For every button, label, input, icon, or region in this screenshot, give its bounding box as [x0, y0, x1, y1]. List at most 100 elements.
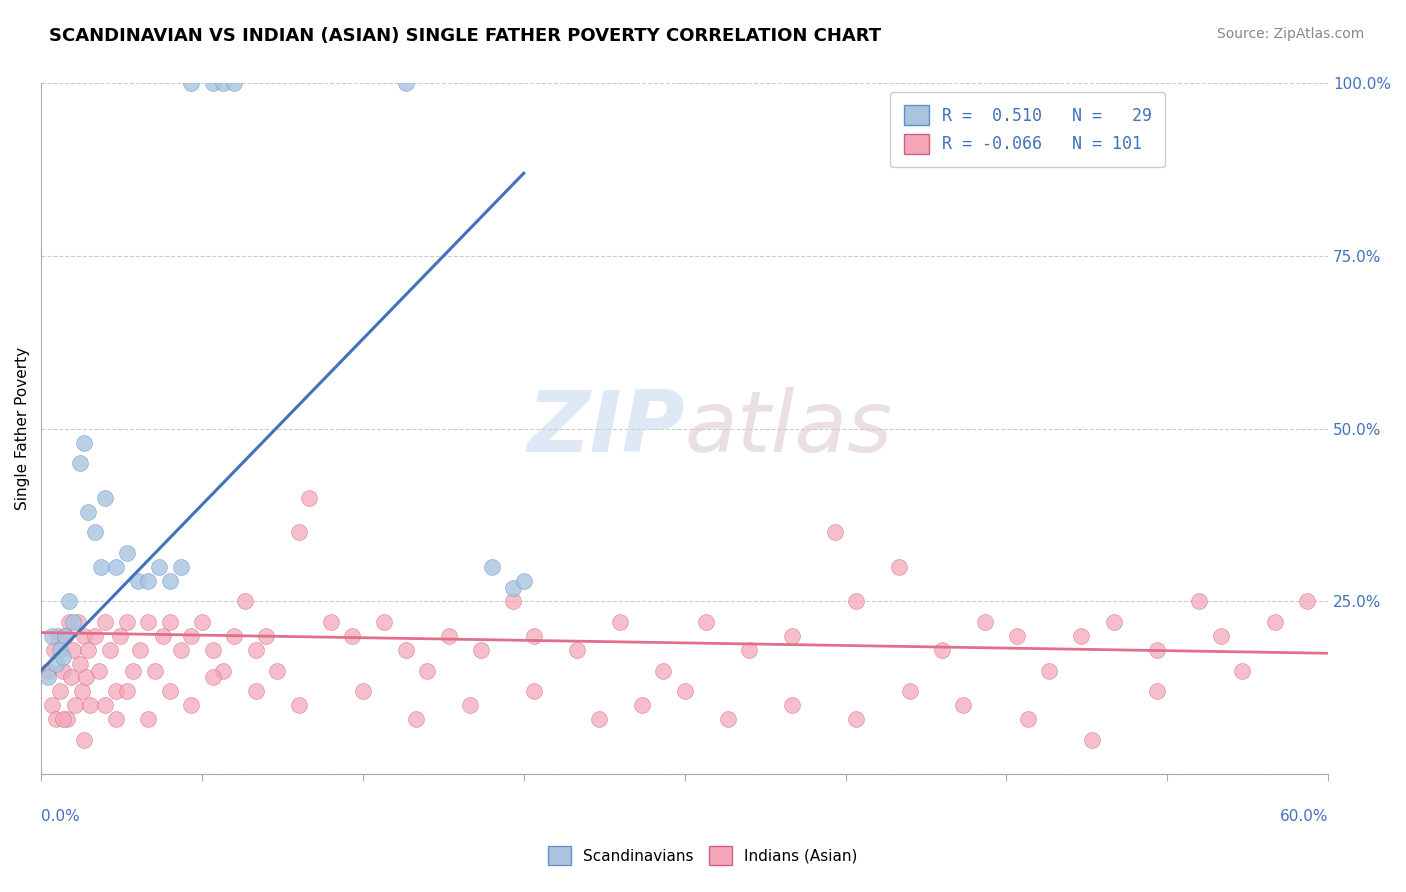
Point [105, 560, 128, 574]
Point [70, 684, 93, 698]
Text: 60.0%: 60.0% [1279, 809, 1329, 823]
Point [159, 684, 181, 698]
Point [75, 670, 97, 684]
Point [41, 698, 63, 712]
Point [115, 615, 138, 630]
Point [42, 642, 65, 657]
Point [87, 664, 110, 678]
Point [952, 698, 974, 712]
Point [37, 670, 59, 684]
Point [148, 560, 170, 574]
Point [62, 615, 84, 630]
Point [49, 684, 72, 698]
Point [652, 664, 675, 678]
Point [974, 615, 997, 630]
Point [395, 77, 418, 91]
Point [1102, 615, 1125, 630]
Point [523, 629, 546, 643]
Point [51, 664, 73, 678]
Point [673, 684, 696, 698]
Point [373, 615, 395, 630]
Point [395, 642, 418, 657]
Point [73, 629, 96, 643]
Point [1038, 664, 1060, 678]
Point [45, 712, 67, 726]
Point [287, 525, 309, 540]
Point [416, 664, 439, 678]
Text: 0.0%: 0.0% [41, 809, 80, 823]
Point [51, 649, 73, 664]
Point [845, 594, 868, 608]
Point [41, 629, 63, 643]
Point [1005, 629, 1028, 643]
Point [53, 629, 76, 643]
Point [567, 642, 589, 657]
Legend: Scandinavians, Indians (Asian): Scandinavians, Indians (Asian) [543, 840, 863, 871]
Point [138, 574, 160, 588]
Point [53, 629, 76, 643]
Point [169, 560, 191, 574]
Point [233, 594, 256, 608]
Point [780, 698, 803, 712]
Point [46, 629, 69, 643]
Point [1188, 594, 1211, 608]
Point [1263, 615, 1285, 630]
Point [94, 698, 117, 712]
Point [152, 629, 174, 643]
Point [1146, 684, 1168, 698]
Point [1070, 629, 1092, 643]
Point [66, 615, 89, 630]
Point [588, 712, 610, 726]
Point [630, 698, 652, 712]
Point [780, 629, 803, 643]
Point [695, 615, 717, 630]
Point [1209, 629, 1232, 643]
Point [60, 670, 83, 684]
Point [73, 435, 96, 450]
Point [49, 642, 72, 657]
Point [898, 684, 921, 698]
Point [73, 732, 96, 747]
Point [245, 684, 267, 698]
Point [470, 642, 492, 657]
Point [65, 698, 87, 712]
Point [159, 615, 181, 630]
Point [458, 698, 481, 712]
Point [1295, 594, 1317, 608]
Point [224, 77, 246, 91]
Point [143, 664, 166, 678]
Point [62, 642, 84, 657]
Point [58, 615, 80, 630]
Point [77, 642, 100, 657]
Point [513, 574, 536, 588]
Point [405, 712, 427, 726]
Point [98, 642, 121, 657]
Point [90, 560, 112, 574]
Point [887, 560, 910, 574]
Point [212, 664, 235, 678]
Point [77, 505, 100, 519]
Point [94, 615, 117, 630]
Point [122, 664, 145, 678]
Point [523, 684, 546, 698]
Point [1232, 664, 1254, 678]
Point [56, 712, 79, 726]
Point [69, 456, 91, 470]
Text: Source: ZipAtlas.com: Source: ZipAtlas.com [1216, 27, 1364, 41]
Point [58, 594, 80, 608]
Point [266, 664, 288, 678]
Point [105, 684, 128, 698]
Point [298, 491, 321, 505]
Point [931, 642, 953, 657]
Point [94, 491, 117, 505]
Point [180, 77, 202, 91]
Point [110, 629, 132, 643]
Point [128, 642, 150, 657]
Point [83, 629, 105, 643]
Point [201, 642, 224, 657]
Point [352, 684, 374, 698]
Point [609, 615, 631, 630]
Point [105, 712, 128, 726]
Point [191, 615, 214, 630]
Point [437, 629, 460, 643]
